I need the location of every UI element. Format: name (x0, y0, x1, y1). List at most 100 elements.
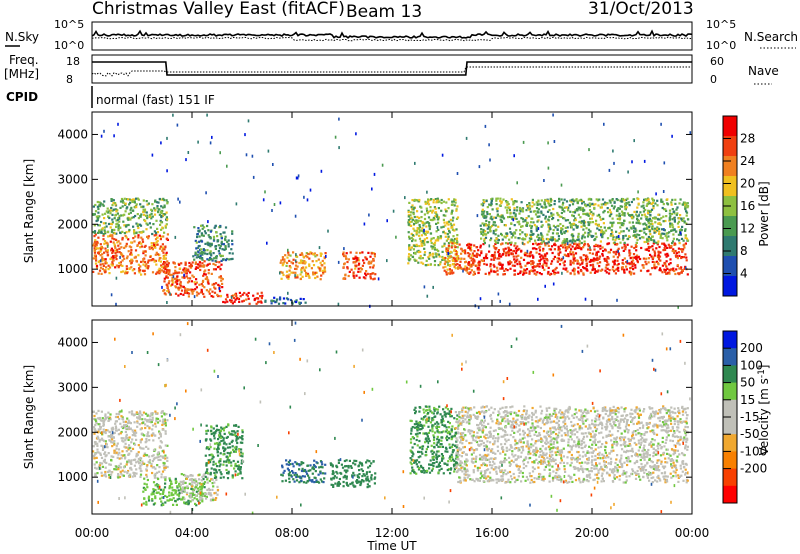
echo-cell (586, 243, 589, 246)
echo-cell (163, 206, 166, 209)
echo-cell (648, 202, 652, 205)
echo-cell (623, 219, 626, 222)
echo-cell (154, 467, 157, 470)
echo-cell (590, 258, 593, 262)
echo-cell (433, 263, 436, 267)
echo-cell (170, 498, 173, 501)
echo-cell (140, 236, 143, 239)
echo-cell (102, 238, 105, 241)
echo-cell (273, 203, 276, 206)
echo-cell (210, 258, 213, 261)
echo-cell (119, 470, 122, 473)
echo-cell (525, 252, 528, 255)
echo-cell (537, 219, 540, 222)
echo-cell (647, 218, 650, 221)
echo-cell (99, 453, 102, 456)
echo-cell (234, 298, 237, 301)
echo-cell (138, 423, 141, 426)
echo-cell (514, 261, 517, 264)
echo-cell (279, 296, 282, 299)
echo-cell (133, 473, 136, 476)
echo-cell (142, 252, 145, 255)
echo-cell (237, 467, 240, 470)
echo-cell (207, 234, 210, 237)
echo-cell (175, 503, 178, 506)
echo-cell (260, 291, 263, 294)
echo-cell (193, 281, 196, 284)
echo-cell (352, 275, 355, 278)
echo-cell (93, 428, 96, 431)
echo-cell (493, 258, 496, 261)
echo-cell (473, 250, 476, 253)
echo-cell (489, 204, 492, 207)
echo-cell (647, 249, 650, 252)
echo-cell (656, 227, 659, 230)
echo-cell (180, 473, 183, 476)
echo-cell (145, 475, 148, 478)
echo-cell (489, 158, 491, 162)
echo-cell (489, 265, 492, 268)
echo-cell (434, 215, 437, 218)
echo-cell (520, 208, 523, 211)
cpid-label: CPID (6, 90, 38, 104)
echo-cell (440, 198, 443, 202)
echo-cell (449, 239, 452, 242)
echo-cell (520, 256, 523, 259)
echo-cell (668, 246, 671, 249)
echo-cell (139, 215, 142, 218)
echo-cell (481, 259, 484, 262)
echo-cell (169, 483, 173, 486)
echo-cell (231, 302, 234, 305)
echo-cell (619, 205, 622, 208)
echo-cell (122, 466, 126, 469)
echo-cell (246, 295, 249, 298)
echo-cell (123, 224, 126, 227)
echo-cell (163, 255, 166, 259)
echo-cell (216, 240, 219, 243)
echo-cell (145, 465, 149, 468)
echo-cell (547, 230, 550, 233)
echo-cell (476, 214, 479, 218)
echo-cell (514, 252, 518, 255)
echo-cell (125, 423, 128, 427)
echo-cell (539, 245, 542, 248)
echo-cell (676, 222, 680, 225)
echo-cell (101, 417, 104, 420)
echo-cell (209, 256, 212, 260)
echo-cell (222, 439, 225, 442)
echo-cell (559, 251, 562, 254)
echo-cell (615, 243, 618, 246)
echo-cell (603, 201, 607, 204)
echo-cell (255, 302, 258, 305)
echo-cell (338, 146, 340, 150)
echo-cell (119, 206, 122, 209)
echo-cell (166, 456, 169, 459)
echo-cell (174, 477, 177, 480)
echo-cell (511, 217, 514, 221)
echo-cell (655, 241, 658, 244)
echo-cell (214, 247, 217, 250)
echo-cell (453, 245, 456, 248)
echo-cell (626, 197, 629, 200)
echo-cell (165, 211, 168, 214)
echo-cell (315, 271, 318, 274)
echo-cell (142, 205, 145, 208)
echo-cell (566, 230, 569, 233)
echo-cell (421, 229, 424, 233)
echo-cell (122, 420, 125, 424)
echo-cell (685, 237, 689, 240)
echo-cell (105, 416, 108, 419)
power-colorbar-swatch (723, 236, 737, 257)
echo-cell (105, 266, 108, 269)
echo-cell (97, 251, 100, 254)
echo-cell (668, 263, 671, 266)
echo-cell (113, 245, 117, 248)
echo-cell (126, 437, 129, 440)
echo-cell (596, 258, 599, 262)
echo-cell (180, 289, 184, 292)
echo-cell (104, 413, 107, 416)
echo-cell (218, 276, 221, 279)
velocity-echoes (92, 321, 691, 515)
echo-cell (488, 271, 491, 274)
echo-cell (282, 302, 285, 305)
